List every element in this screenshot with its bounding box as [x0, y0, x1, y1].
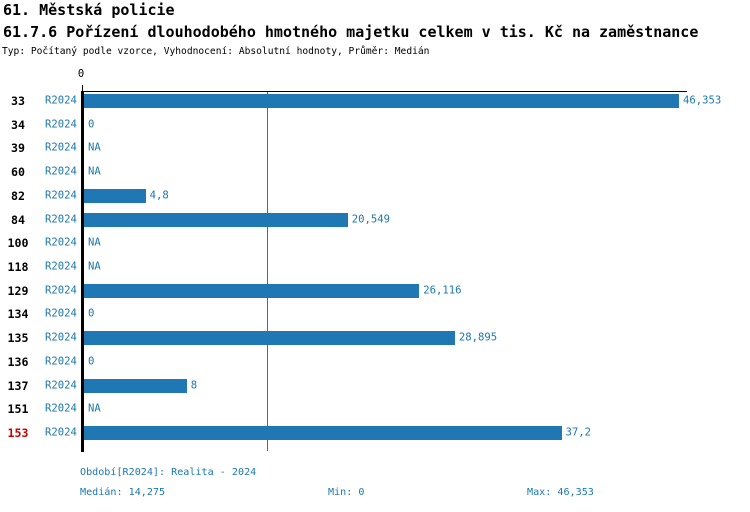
row-value-label: 28,895 [458, 331, 498, 344]
chart-title: 61.7.6 Pořízení dlouhodobého hmotného ma… [3, 23, 699, 41]
footer-period-label: Období[R2024]: Realita - 2024 [80, 467, 257, 478]
chart-rows: 33 R2024 46,353 34 R2024 0 39 R2024 NA 60 R2024 NA 8… [0, 89, 750, 445]
row-category-label: 84 [11, 212, 25, 227]
row-value-label: 20,549 [351, 213, 391, 226]
row-period-label: R2024 [45, 331, 77, 344]
row-category-label: 100 [7, 236, 29, 251]
value-bar [84, 426, 562, 441]
row-category-label: 82 [11, 188, 25, 203]
chart-row: 137 R2024 8 [0, 374, 750, 398]
row-value-label: 26,116 [423, 284, 462, 297]
x-axis-line [81, 91, 687, 92]
chart-row: 129 R2024 26,116 [0, 279, 750, 303]
row-category-label: 33 [11, 93, 25, 108]
x-axis-tick-label: 0 [77, 68, 85, 80]
row-value-label: NA [88, 236, 101, 249]
row-value-label: NA [88, 402, 101, 415]
row-value-label: 37,2 [565, 426, 592, 439]
row-category-label: 135 [7, 331, 29, 346]
median-marker-line [267, 92, 268, 451]
row-value-label: NA [88, 260, 101, 273]
chart-row: 100 R2024 NA [0, 231, 750, 255]
footer-min-stat: Min: 0 [328, 487, 365, 498]
value-bar [84, 378, 187, 393]
row-category-label: 34 [11, 117, 25, 132]
chart-row: 118 R2024 NA [0, 255, 750, 279]
row-category-label: 151 [7, 402, 29, 417]
row-category-label: 137 [7, 378, 29, 393]
chart-row: 134 R2024 0 [0, 303, 750, 327]
row-period-label: R2024 [45, 426, 77, 439]
footer-median-stat: Medián: 14,275 [80, 487, 166, 498]
row-value-label: 0 [88, 118, 95, 131]
chart-row: 136 R2024 0 [0, 350, 750, 374]
value-bar [84, 331, 455, 346]
row-category-label: 136 [7, 354, 29, 369]
row-period-label: R2024 [45, 379, 77, 392]
row-value-label: 8 [190, 379, 198, 392]
chart-row: 39 R2024 NA [0, 136, 750, 160]
chart-row: 135 R2024 28,895 [0, 326, 750, 350]
row-value-label: NA [88, 141, 101, 154]
chart-row: 151 R2024 NA [0, 398, 750, 422]
row-period-label: R2024 [45, 284, 77, 297]
page-title: 61. Městská policie [3, 1, 175, 19]
row-period-label: R2024 [45, 189, 77, 202]
row-category-label: 39 [11, 141, 25, 156]
value-bar [84, 212, 348, 227]
row-category-label: 118 [7, 260, 29, 274]
row-period-label: R2024 [45, 355, 77, 368]
row-period-label: R2024 [45, 141, 77, 154]
row-value-label: 4,8 [149, 189, 169, 202]
chart-row: 153 R2024 37,2 [0, 421, 750, 445]
chart-meta-line: Typ: Počítaný podle vzorce, Vyhodnocení:… [2, 46, 430, 57]
row-period-label: R2024 [45, 307, 77, 320]
chart-row: 33 R2024 46,353 [0, 89, 750, 113]
chart-row: 60 R2024 NA [0, 160, 750, 184]
chart-row: 34 R2024 0 [0, 113, 750, 137]
row-category-label: 129 [7, 283, 29, 298]
row-value-label: 46,353 [683, 94, 722, 107]
row-value-label: NA [88, 165, 101, 178]
row-period-label: R2024 [45, 213, 77, 226]
value-bar [84, 93, 679, 108]
row-period-label: R2024 [45, 165, 77, 178]
row-period-label: R2024 [45, 236, 77, 249]
row-period-label: R2024 [45, 402, 77, 415]
row-value-label: 0 [88, 355, 95, 368]
row-period-label: R2024 [45, 260, 77, 273]
row-category-label: 153 [7, 426, 29, 441]
row-period-label: R2024 [45, 118, 77, 131]
chart-row: 84 R2024 20,549 [0, 208, 750, 232]
row-category-label: 60 [11, 165, 25, 180]
row-period-label: R2024 [45, 94, 77, 107]
x-axis-tick-mark [82, 85, 83, 91]
value-bar [84, 188, 146, 203]
value-bar [84, 283, 420, 298]
row-category-label: 134 [7, 307, 29, 322]
footer-max-stat: Max: 46,353 [527, 487, 594, 498]
row-value-label: 0 [88, 307, 95, 320]
y-axis-line [81, 91, 84, 452]
chart-row: 82 R2024 4,8 [0, 184, 750, 208]
